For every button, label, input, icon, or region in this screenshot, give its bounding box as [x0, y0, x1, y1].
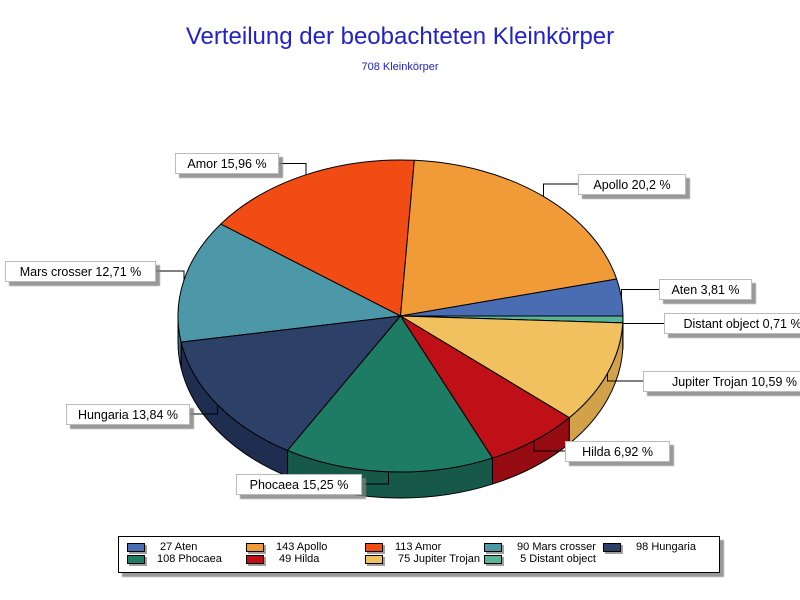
- slice-label-hungaria: Hungaria 13,84 %: [66, 403, 190, 425]
- callout-lines: [156, 163, 664, 485]
- callout-line-phocaea: [362, 471, 390, 485]
- pie-slice-top: [287, 315, 493, 473]
- slice-label-phocaea: Phocaea 15,25 %: [236, 473, 362, 495]
- legend-label: 108 Phocaea: [157, 553, 222, 565]
- callout-line-distant-object: [622, 319, 664, 324]
- legend-label: 98 Hungaria: [633, 541, 696, 553]
- pie-slice-amor: [220, 159, 415, 317]
- legend-swatch-distant-object: [484, 555, 502, 564]
- legend-label: 113 Amor: [395, 541, 442, 553]
- callout-line-hungaria: [190, 404, 218, 415]
- callout-line-apollo: [542, 183, 578, 197]
- callout-line-amor: [279, 163, 307, 175]
- pie-slice-top: [400, 159, 618, 317]
- legend: 27 Aten 143 Apollo 113 Amor 90 Mars crosse…: [118, 536, 720, 573]
- slice-label-jupiter-trojan: Jupiter Trojan 10,59 %: [643, 370, 800, 392]
- slice-label-hilda: Hilda 6,92 %: [565, 440, 670, 462]
- legend-swatch-aten: [127, 543, 145, 552]
- legend-swatch-mars-crosser: [484, 543, 502, 552]
- pie-slices: [177, 159, 624, 499]
- slice-label-amor: Amor 15,96 %: [175, 153, 279, 174]
- pie-slice-top: [177, 223, 401, 343]
- legend-label: 27 Aten: [157, 541, 198, 553]
- legend-label: 75 Jupiter Trojan: [395, 553, 480, 565]
- legend-label: 143 Apollo: [276, 541, 328, 553]
- legend-swatch-amor: [365, 543, 383, 552]
- legend-label: 90 Mars crosser: [514, 541, 596, 553]
- legend-swatch-jupiter-trojan: [365, 555, 383, 564]
- chart-subtitle: 708 Kleinkörper: [361, 61, 439, 73]
- legend-swatch-phocaea: [127, 555, 145, 564]
- callout-line-hilda: [533, 440, 565, 452]
- legend-swatch-apollo: [246, 543, 264, 552]
- callout-line-jupiter-trojan: [606, 373, 643, 382]
- slice-label-apollo: Apollo 20,2 %: [578, 173, 686, 195]
- legend-label: 5 Distant object: [514, 553, 596, 565]
- callout-line-aten: [620, 289, 659, 298]
- callout-line-mars-crosser: [156, 270, 185, 281]
- pie-slice-top: [220, 159, 415, 317]
- pie-slice-apollo: [400, 159, 618, 317]
- slice-label-mars-crosser: Mars crosser 12,71 %: [5, 260, 156, 282]
- legend-swatch-hungaria: [603, 543, 621, 552]
- legend-swatch-hilda: [246, 555, 264, 564]
- slice-label-distant-object: Distant object 0,71 %: [664, 313, 800, 334]
- chart-title: Verteilung der beobachteten Kleinkörper: [185, 23, 615, 50]
- legend-label: 49 Hilda: [276, 553, 320, 565]
- pie-slice-top: [180, 315, 401, 451]
- slice-label-aten: Aten 3,81 %: [659, 279, 752, 300]
